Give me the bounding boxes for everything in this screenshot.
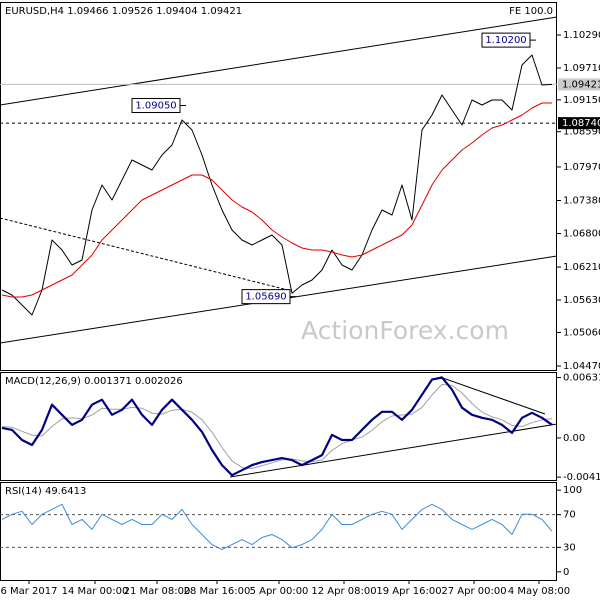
y-tick-label: 0.006319 xyxy=(563,373,600,384)
y-tick-label: 100 xyxy=(563,485,582,496)
corner-label: FE 100.0 xyxy=(509,6,553,17)
y-tick-label: 30 xyxy=(563,542,576,553)
x-tick-label: 5 Apr 00:00 xyxy=(250,586,309,597)
y-tick-label: 0.00 xyxy=(563,433,585,444)
price-tag xyxy=(558,117,600,130)
panel-border xyxy=(0,372,557,481)
panel-title: RSI(14) 49.6413 xyxy=(5,486,86,497)
y-tick-label: 0 xyxy=(563,567,569,578)
macd-trend-line xyxy=(229,423,558,478)
y-tick-label: 1.04470 xyxy=(563,361,600,372)
y-tick-label: 1.07380 xyxy=(563,196,600,207)
x-tick-label: 19 Apr 16:00 xyxy=(376,586,441,597)
y-tick-label: 1.06800 xyxy=(563,228,600,239)
y-tick-label: 1.08590 xyxy=(563,127,600,138)
y-tick-label: 70 xyxy=(563,510,576,521)
callout-label: 1.05690 xyxy=(245,292,286,303)
series-line xyxy=(1,102,552,298)
callout-label: 1.10200 xyxy=(485,35,526,46)
y-tick-label: -0.004102 xyxy=(563,472,600,483)
y-tick-label: 1.10290 xyxy=(563,30,600,41)
callout-box xyxy=(481,32,531,48)
watermark: ActionForex.com xyxy=(301,316,509,345)
x-tick-label: 12 Apr 08:00 xyxy=(311,586,376,597)
trend-line xyxy=(0,217,293,292)
y-tick-label: 1.09710 xyxy=(563,63,600,74)
panel-title: MACD(12,26,9) 0.001371 0.002026 xyxy=(5,376,183,387)
y-tick-label: 1.05060 xyxy=(563,327,600,338)
price-tag xyxy=(558,78,600,91)
callout-label: 1.09050 xyxy=(135,101,176,112)
x-tick-label: 21 Mar 08:00 xyxy=(124,586,191,597)
last-price-label: 1.09421 xyxy=(562,79,600,90)
price-tag-label: 1.08740 xyxy=(562,118,600,129)
series-line xyxy=(1,54,553,316)
panel-title: EURUSD,H4 1.09466 1.09526 1.09404 1.0942… xyxy=(5,6,242,17)
series-line xyxy=(1,503,553,551)
x-tick-label: 27 Apr 00:00 xyxy=(441,586,506,597)
trend-line xyxy=(0,16,558,106)
y-tick-label: 1.09150 xyxy=(563,95,600,106)
callout-box xyxy=(131,98,181,114)
x-tick-label: 6 Mar 2017 xyxy=(0,586,57,597)
y-tick-label: 1.06210 xyxy=(563,262,600,273)
x-tick-label: 4 May 08:00 xyxy=(508,586,570,597)
x-tick-label: 28 Mar 16:00 xyxy=(184,586,251,597)
y-tick-label: 1.05630 xyxy=(563,295,600,306)
panel-border xyxy=(0,2,557,371)
macd-trend-line xyxy=(439,376,546,415)
x-tick-label: 14 Mar 00:00 xyxy=(62,586,129,597)
y-tick-label: 1.07970 xyxy=(563,162,600,173)
series-line xyxy=(1,376,553,477)
series-line xyxy=(1,383,553,469)
callout-box xyxy=(241,289,291,305)
